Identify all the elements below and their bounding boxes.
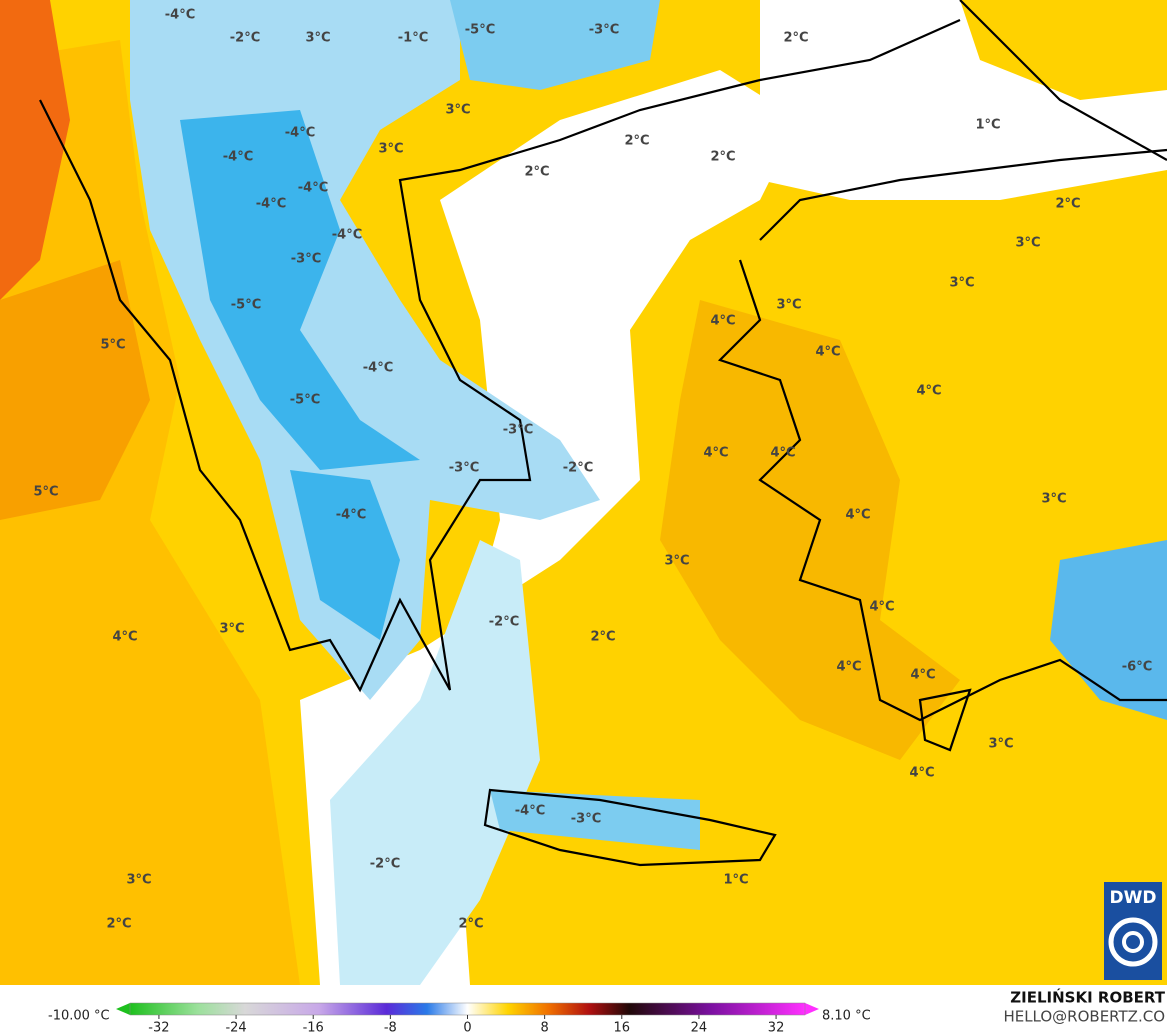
temp-label: -4°C: [363, 361, 393, 376]
temp-label: 2°C: [458, 917, 483, 932]
colorbar-tick-label: -32: [148, 1021, 169, 1035]
temp-label: 4°C: [815, 345, 840, 360]
warm-zone: [0, 260, 150, 520]
temp-label: -4°C: [285, 126, 315, 141]
temp-label: -4°C: [515, 804, 545, 819]
temp-label: -5°C: [465, 23, 495, 38]
temp-label: 3°C: [305, 31, 330, 46]
temp-label: 2°C: [710, 150, 735, 165]
temp-label: -3°C: [589, 23, 619, 38]
credit-name: ZIELIŃSKI ROBERT: [1010, 988, 1165, 1007]
neutral-zone: [760, 0, 1167, 200]
temp-label: 2°C: [1055, 197, 1080, 212]
colorbar: -32 -24 -16 -8 0 8 16 24 32 -10.00 °C 8.10 °C: [48, 1002, 871, 1035]
temp-label: 3°C: [776, 298, 801, 313]
colorbar-tick-label: -24: [225, 1021, 246, 1035]
temp-label: -5°C: [231, 298, 261, 313]
temp-label: 2°C: [783, 31, 808, 46]
coastline: [39, 0, 1167, 867]
logo-text: DWD: [1110, 888, 1157, 908]
temp-label: -3°C: [571, 812, 601, 827]
temp-label: 4°C: [869, 600, 894, 615]
temp-label: 3°C: [378, 142, 403, 157]
colorbar-end: [116, 1003, 130, 1015]
temp-label: -4°C: [256, 197, 286, 212]
temp-label: -4°C: [298, 181, 328, 196]
colorbar-gradient: [129, 1002, 806, 1016]
temp-label: -3°C: [449, 461, 479, 476]
colorbar-tick-label: 32: [768, 1021, 785, 1035]
logo-swirl: [1122, 931, 1144, 953]
credit-contact: HELLO@ROBERTZ.CO: [1003, 1008, 1165, 1026]
temp-label: 4°C: [845, 508, 870, 523]
temp-label: -2°C: [489, 615, 519, 630]
colorbar-tick-label: -8: [384, 1021, 397, 1035]
colorbar-tick-label: 16: [614, 1021, 631, 1035]
temperature-labels: -4°C -2°C 3°C -1°C -5°C -3°C 2°C 3°C -4°C 3°C 2°C 2…: [33, 8, 1152, 932]
cold-zone: [180, 110, 420, 470]
colorbar-tick-label: 0: [463, 1021, 471, 1035]
temp-label: -6°C: [1122, 660, 1152, 675]
temp-label: 4°C: [770, 446, 795, 461]
cool-zone: [330, 540, 540, 985]
temp-label: 5°C: [100, 338, 125, 353]
temp-label: 2°C: [106, 917, 131, 932]
temp-label: -4°C: [332, 228, 362, 243]
temp-label: -4°C: [165, 8, 195, 23]
temp-label: 4°C: [909, 766, 934, 781]
temp-label: 5°C: [33, 485, 58, 500]
temp-label: -4°C: [223, 150, 253, 165]
temp-label: 3°C: [664, 554, 689, 569]
colorbar-min: -10.00 °C: [48, 1009, 110, 1024]
warm-zone: [0, 0, 70, 300]
cold-zone: [290, 470, 400, 640]
temp-label: -5°C: [290, 393, 320, 408]
temp-label: -2°C: [370, 857, 400, 872]
temp-label: 4°C: [710, 314, 735, 329]
temp-label: 4°C: [916, 384, 941, 399]
warm-zone: [660, 300, 960, 760]
temp-label: 4°C: [836, 660, 861, 675]
temp-label: 3°C: [1041, 492, 1066, 507]
temp-label: 2°C: [624, 134, 649, 149]
temp-label: 2°C: [524, 165, 549, 180]
colorbar-end: [805, 1003, 819, 1015]
colorbar-tick-label: 24: [691, 1021, 708, 1035]
temp-label: 1°C: [975, 118, 1000, 133]
temp-label: -4°C: [336, 508, 366, 523]
temp-label: 3°C: [445, 103, 470, 118]
temp-label: 1°C: [723, 873, 748, 888]
temp-label: -1°C: [398, 31, 428, 46]
temp-label: -3°C: [291, 252, 321, 267]
colorbar-tick-label: 8: [541, 1021, 549, 1035]
colorbar-max: 8.10 °C: [822, 1009, 871, 1024]
temp-label: 4°C: [112, 630, 137, 645]
temp-label: 3°C: [219, 622, 244, 637]
cool-zone: [490, 790, 700, 850]
logo-swirl: [1108, 917, 1158, 967]
colorbar-tick-label: -16: [303, 1021, 324, 1035]
temp-label: -2°C: [563, 461, 593, 476]
cool-zone: [450, 0, 660, 90]
cool-zone: [1050, 540, 1167, 720]
map: [0, 0, 1167, 985]
temp-label: 4°C: [703, 446, 728, 461]
temp-label: -3°C: [503, 423, 533, 438]
temp-label: 3°C: [1015, 236, 1040, 251]
temp-label: 3°C: [126, 873, 151, 888]
temp-label: 4°C: [910, 668, 935, 683]
temp-label: 3°C: [988, 737, 1013, 752]
temp-label: -2°C: [230, 31, 260, 46]
temp-label: 3°C: [949, 276, 974, 291]
temp-label: 2°C: [590, 630, 615, 645]
